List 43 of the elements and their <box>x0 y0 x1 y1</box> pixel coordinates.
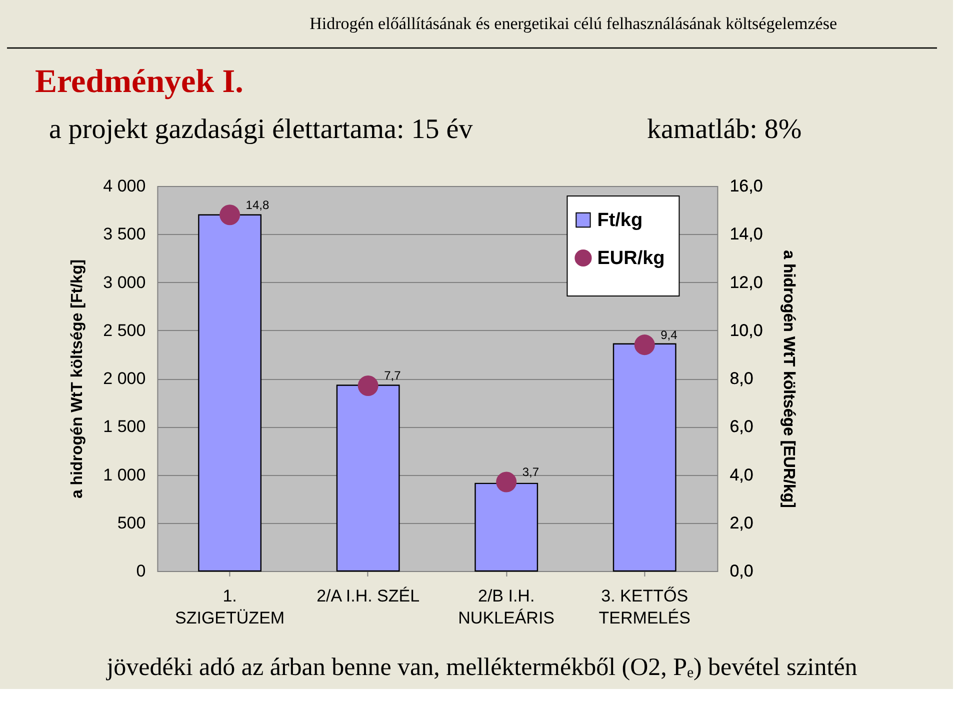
y-tick-label: 1 000 <box>103 465 146 484</box>
y2-tick-label: 14,0 <box>730 224 763 244</box>
y2-tick-label: 10,0 <box>730 320 763 340</box>
y-tick-label: 2 500 <box>103 320 146 340</box>
y2-tick-label: 16,0 <box>730 176 763 196</box>
data-label: 7,7 <box>384 368 402 383</box>
y-tick-label: 3 000 <box>103 272 146 292</box>
chart-title: Eredmények I. <box>35 64 244 100</box>
x-tick-label: 2/A I.H. SZÉL <box>316 586 420 606</box>
bar <box>198 214 262 572</box>
legend-label: EUR/kg <box>597 248 665 269</box>
bar <box>336 384 400 572</box>
legend-label: Ft/kg <box>597 210 643 231</box>
y2-tick-label: 8,0 <box>730 369 754 388</box>
y2-tick-label: 0,0 <box>730 562 754 580</box>
y2-tick-label: 4,0 <box>730 465 754 484</box>
y-tick-label: 0 <box>136 562 146 580</box>
text: kamatláb: 8% <box>647 114 802 145</box>
point <box>496 472 517 492</box>
y2-tick-label: 2,0 <box>730 513 754 532</box>
x-tick-label: 1. SZIGETÜZEM <box>175 586 285 628</box>
point <box>358 375 378 396</box>
text: jövedéki adó az árban benne van, melléktermékből (O2, Pₑ) bevétel szintén <box>106 654 858 681</box>
y-tick-label: 1 500 <box>103 417 146 436</box>
x-tick-label: 2/B I.H. NUKLEÁRIS <box>458 586 555 628</box>
y2-tick-label: 6,0 <box>730 417 754 436</box>
x-tick-label: 3. KETTŐS TERMELÉS <box>598 586 690 628</box>
point <box>634 334 655 356</box>
y-tick-label: 500 <box>117 513 146 532</box>
bar <box>612 343 676 572</box>
data-label: 3,7 <box>522 464 540 479</box>
y-tick-label: 4 000 <box>103 176 146 196</box>
y2-tick-label: 12,0 <box>730 272 763 292</box>
chart-subtitle: a projekt gazdasági élettartama: 15 év <box>49 114 473 145</box>
y-tick-label: 2 000 <box>103 369 146 388</box>
y-axis-title: a hidrogén WtT költsége [Ft/kg] <box>69 259 86 499</box>
bar <box>474 482 538 572</box>
text: Hidrogén előállításának és energetikai célú felhasználásának költségelemzése <box>310 14 837 33</box>
point <box>220 204 240 226</box>
y-tick-label: 3 500 <box>103 224 146 244</box>
y2-axis-title: a hidrogén WtT költsége [EUR/kg] <box>780 250 797 508</box>
data-label: 9,4 <box>660 328 678 342</box>
data-label: 14,8 <box>246 198 270 212</box>
